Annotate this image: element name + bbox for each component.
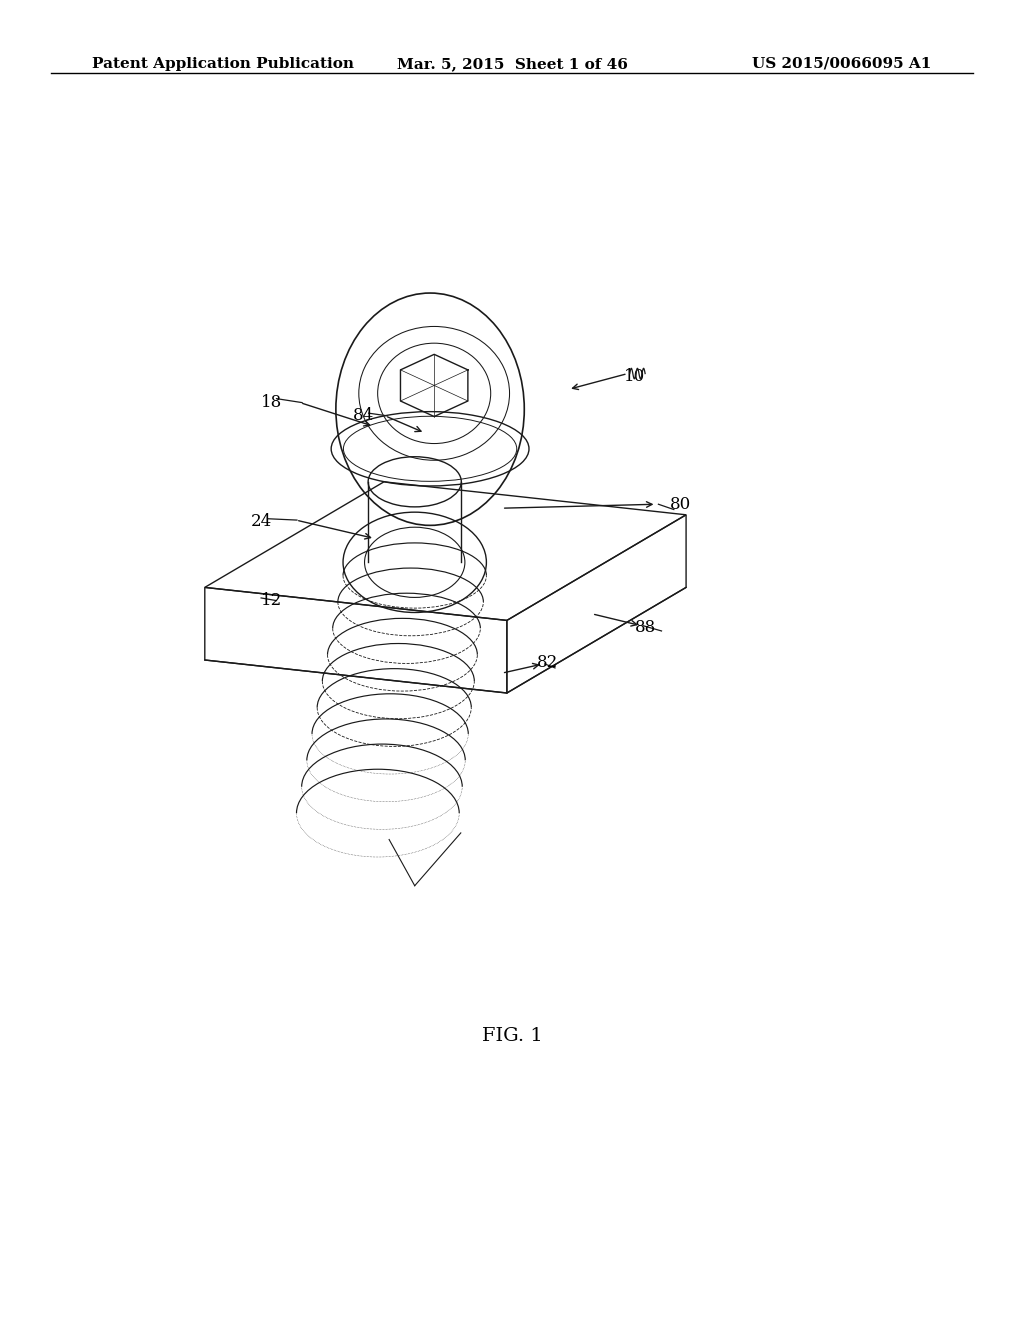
Text: 18: 18 xyxy=(261,395,282,411)
Text: Patent Application Publication: Patent Application Publication xyxy=(92,57,354,71)
Text: FIG. 1: FIG. 1 xyxy=(481,1027,543,1045)
Text: 24: 24 xyxy=(251,513,271,529)
Text: 88: 88 xyxy=(635,619,655,635)
Text: 12: 12 xyxy=(261,593,282,609)
Text: Mar. 5, 2015  Sheet 1 of 46: Mar. 5, 2015 Sheet 1 of 46 xyxy=(396,57,628,71)
Text: US 2015/0066095 A1: US 2015/0066095 A1 xyxy=(753,57,932,71)
Text: 84: 84 xyxy=(353,408,374,424)
Text: 80: 80 xyxy=(671,496,691,512)
Text: 82: 82 xyxy=(538,655,558,671)
Text: 10: 10 xyxy=(625,368,645,384)
